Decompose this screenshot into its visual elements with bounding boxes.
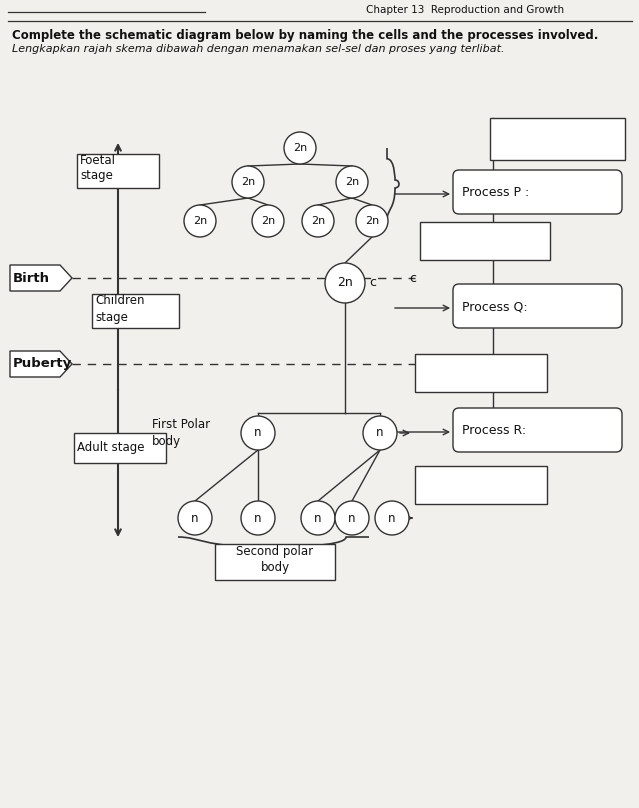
Text: c: c — [369, 276, 376, 289]
Circle shape — [325, 263, 365, 303]
FancyBboxPatch shape — [453, 408, 622, 452]
Text: 2n: 2n — [311, 216, 325, 226]
Circle shape — [241, 501, 275, 535]
Text: n: n — [348, 511, 356, 524]
Text: n: n — [314, 511, 322, 524]
Text: Birth: Birth — [13, 271, 50, 284]
Text: 2n: 2n — [293, 143, 307, 153]
Text: n: n — [389, 511, 396, 524]
Text: 2n: 2n — [365, 216, 379, 226]
Bar — [490, 118, 625, 160]
Bar — [420, 222, 550, 260]
Text: Foetal
stage: Foetal stage — [80, 154, 116, 183]
Circle shape — [241, 416, 275, 450]
FancyBboxPatch shape — [453, 170, 622, 214]
Text: Complete the schematic diagram below by naming the cells and the processes invol: Complete the schematic diagram below by … — [12, 28, 598, 41]
Bar — [77, 154, 159, 188]
Text: 2n: 2n — [241, 177, 255, 187]
Bar — [215, 544, 335, 580]
Circle shape — [336, 166, 368, 198]
Text: Lengkapkan rajah skema dibawah dengan menamakan sel-sel dan proses yang terlibat: Lengkapkan rajah skema dibawah dengan me… — [12, 44, 505, 54]
Text: Puberty: Puberty — [13, 357, 72, 371]
Text: Chapter 13  Reproduction and Growth: Chapter 13 Reproduction and Growth — [366, 5, 564, 15]
Bar — [74, 433, 166, 463]
Bar — [415, 354, 547, 392]
Text: Process Q:: Process Q: — [462, 300, 528, 313]
Text: Process R:: Process R: — [462, 424, 526, 437]
Circle shape — [356, 205, 388, 237]
Text: n: n — [254, 427, 262, 440]
Circle shape — [284, 132, 316, 164]
Bar — [92, 294, 179, 328]
Circle shape — [335, 501, 369, 535]
Text: 2n: 2n — [345, 177, 359, 187]
Text: First Polar
body: First Polar body — [152, 419, 210, 448]
Circle shape — [363, 416, 397, 450]
Text: Children
stage: Children stage — [95, 294, 144, 323]
Text: c: c — [409, 271, 416, 284]
Circle shape — [375, 501, 409, 535]
Circle shape — [232, 166, 264, 198]
Polygon shape — [10, 351, 72, 377]
Text: Second polar
body: Second polar body — [236, 545, 314, 574]
Circle shape — [184, 205, 216, 237]
Circle shape — [301, 501, 335, 535]
Bar — [415, 466, 547, 504]
Circle shape — [178, 501, 212, 535]
Text: Process P :: Process P : — [462, 186, 529, 199]
Text: 2n: 2n — [337, 276, 353, 289]
Text: 2n: 2n — [193, 216, 207, 226]
Circle shape — [252, 205, 284, 237]
Polygon shape — [10, 265, 72, 291]
Text: n: n — [191, 511, 199, 524]
FancyBboxPatch shape — [453, 284, 622, 328]
Text: n: n — [376, 427, 384, 440]
Circle shape — [302, 205, 334, 237]
Text: n: n — [254, 511, 262, 524]
Text: 2n: 2n — [261, 216, 275, 226]
Text: Adult stage: Adult stage — [77, 440, 144, 453]
